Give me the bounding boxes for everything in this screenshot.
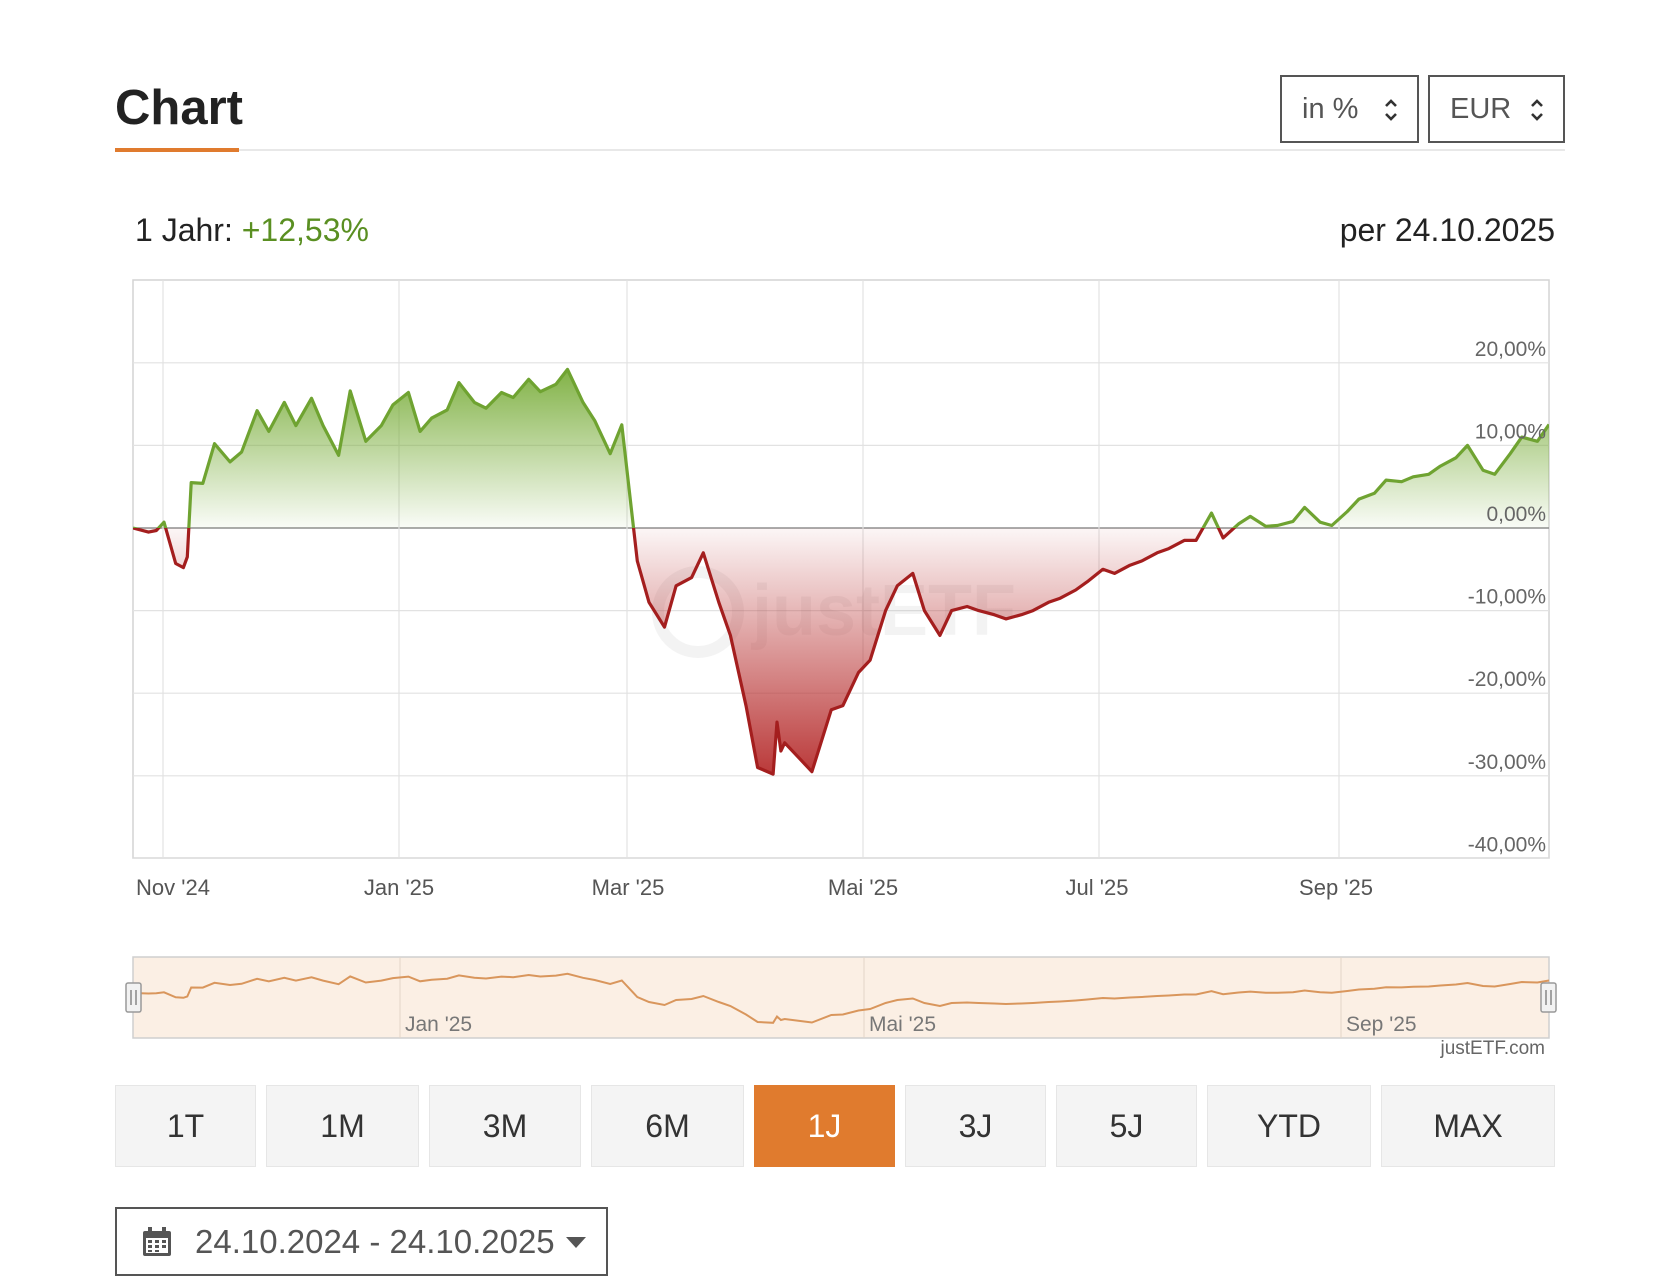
performance-value: +12,53%	[241, 212, 369, 248]
range-button-1m[interactable]: 1M	[266, 1085, 419, 1167]
x-tick-label: Nov '24	[136, 875, 210, 900]
title-underline	[115, 148, 239, 152]
navigator-label: Sep '25	[1346, 1013, 1417, 1036]
chart-credit: justETF.com	[1440, 1038, 1545, 1059]
range-button-5j[interactable]: 5J	[1056, 1085, 1197, 1167]
currency-select[interactable]: EUR	[1428, 75, 1565, 143]
sort-chevron-icon	[1531, 99, 1543, 121]
x-tick-label: Jan '25	[364, 875, 434, 900]
y-tick-label: 20,00%	[1475, 338, 1546, 361]
as-of-date: per 24.10.2025	[1339, 212, 1555, 248]
x-tick-label: Jul '25	[1066, 875, 1129, 900]
header-divider	[115, 149, 1565, 151]
unit-select-label: in %	[1302, 92, 1359, 125]
y-tick-label: -10,00%	[1468, 586, 1546, 609]
range-button-3m[interactable]: 3M	[429, 1085, 581, 1167]
navigator-series-line	[132, 972, 1550, 1024]
chart-header: Chart in % EUR	[115, 60, 1565, 155]
period-performance: 1 Jahr: +12,53%	[135, 212, 369, 249]
range-button-3j[interactable]: 3J	[905, 1085, 1046, 1167]
date-range-value: 24.10.2024 - 24.10.2025	[195, 1222, 555, 1260]
date-range-picker[interactable]: 24.10.2024 - 24.10.2025	[115, 1207, 608, 1276]
range-button-6m[interactable]: 6M	[591, 1085, 744, 1167]
navigator[interactable]: Jan '25 Mai '25 Sep '25	[125, 956, 1557, 1039]
navigator-background	[132, 956, 1550, 1039]
y-tick-label: -40,00%	[1468, 833, 1546, 856]
range-button-1j[interactable]: 1J	[754, 1085, 895, 1167]
x-tick-label: Mar '25	[592, 875, 665, 900]
currency-select-label: EUR	[1450, 92, 1512, 125]
navigator-label: Jan '25	[405, 1013, 472, 1036]
series-line-positive	[133, 367, 1549, 528]
range-button-max[interactable]: MAX	[1381, 1085, 1555, 1167]
caret-down-icon	[565, 1236, 586, 1248]
y-tick-label: 10,00%	[1475, 420, 1546, 443]
negative-area	[133, 528, 1549, 775]
x-tick-label: Sep '25	[1299, 875, 1373, 900]
range-button-1t[interactable]: 1T	[115, 1085, 256, 1167]
range-button-ytd[interactable]: YTD	[1207, 1085, 1371, 1167]
chart-grid	[132, 279, 1550, 860]
y-tick-label: -20,00%	[1468, 668, 1546, 691]
navigator-right-handle[interactable]	[1540, 982, 1557, 1013]
calendar-icon	[143, 1226, 171, 1256]
page-title: Chart	[115, 81, 243, 135]
unit-select[interactable]: in %	[1280, 75, 1419, 143]
series-line-negative	[133, 528, 1237, 776]
navigator-left-handle[interactable]	[125, 982, 142, 1013]
y-tick-label: 0,00%	[1486, 503, 1546, 526]
period-label: 1 Jahr:	[135, 212, 233, 248]
sort-chevron-icon	[1385, 99, 1397, 121]
x-tick-label: Mai '25	[828, 875, 898, 900]
navigator-label: Mai '25	[869, 1013, 936, 1036]
y-tick-label: -30,00%	[1468, 751, 1546, 774]
